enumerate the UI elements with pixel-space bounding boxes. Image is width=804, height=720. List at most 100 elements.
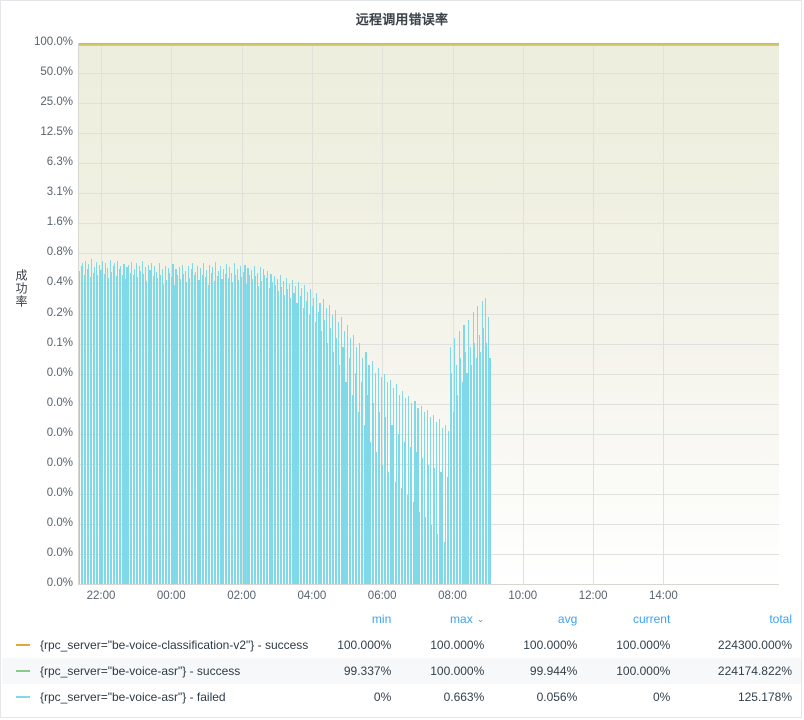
- bar: [264, 275, 266, 584]
- bar: [471, 364, 473, 584]
- legend-header-total[interactable]: total: [769, 612, 792, 626]
- bar: [82, 263, 84, 584]
- gridline-horizontal: [79, 374, 779, 375]
- legend-series-name-cell[interactable]: {rpc_server="be-voice-asr"} - success: [2, 658, 319, 684]
- y-axis-tick-label: 0.0%: [46, 546, 73, 559]
- bar: [419, 512, 421, 584]
- x-axis-tick-label: 08:00: [438, 590, 467, 602]
- gridline-vertical: [522, 43, 524, 584]
- bar: [101, 260, 104, 584]
- legend-series-name-cell[interactable]: {rpc_server="be-voice-asr"} - failed: [2, 684, 318, 710]
- y-axis-tick-label: 0.2%: [46, 306, 73, 319]
- bar: [429, 416, 431, 584]
- bar: [163, 283, 165, 584]
- bar: [238, 280, 240, 584]
- bar: [353, 334, 355, 584]
- legend-series-name-cell[interactable]: {rpc_server="be-voice-classification-v2"…: [2, 632, 318, 658]
- bar: [144, 267, 146, 584]
- gridline-vertical: [452, 43, 454, 584]
- bar: [339, 364, 341, 584]
- bar: [389, 380, 391, 584]
- bar: [138, 265, 140, 584]
- bar: [305, 301, 307, 584]
- y-axis-tick-label: 0.0%: [46, 456, 73, 469]
- legend-min-value: 99.337%: [318, 658, 402, 684]
- bar: [155, 271, 157, 584]
- bar: [287, 289, 289, 584]
- y-axis-tick-label: 25.0%: [40, 96, 73, 109]
- bar: [95, 262, 97, 584]
- bar: [405, 397, 407, 584]
- bar: [273, 276, 275, 584]
- legend-min-value: 0%: [373, 690, 392, 704]
- bar: [88, 264, 90, 584]
- bar: [128, 264, 130, 584]
- bar: [432, 414, 434, 584]
- bar: [415, 452, 418, 584]
- bar: [115, 276, 117, 584]
- bar: [167, 267, 169, 584]
- bar: [477, 306, 479, 584]
- bar: [192, 263, 194, 584]
- legend-header-avg[interactable]: avg: [557, 612, 578, 626]
- bar: [325, 308, 327, 584]
- gridline-horizontal: [79, 253, 779, 254]
- legend-header-max[interactable]: max ⌄: [401, 608, 494, 632]
- bar: [455, 364, 457, 584]
- page-title: 远程调用错误率: [355, 12, 449, 27]
- bar: [425, 516, 427, 584]
- bar: [301, 288, 303, 584]
- legend-avg-value: 0.056%: [536, 690, 578, 704]
- bar: [458, 331, 460, 584]
- bar: [382, 464, 384, 584]
- bar: [371, 361, 373, 584]
- bar: [178, 267, 180, 584]
- bar: [320, 331, 323, 584]
- bar: [331, 314, 333, 584]
- bar: [475, 358, 477, 584]
- bar: [334, 310, 336, 584]
- bar: [484, 297, 486, 584]
- gridline-horizontal: [79, 73, 779, 74]
- bar: [173, 284, 176, 584]
- bar: [278, 290, 280, 584]
- bar: [314, 322, 316, 584]
- legend-header-max-label: max: [450, 612, 473, 626]
- bar: [307, 292, 309, 584]
- bar: [112, 265, 114, 584]
- bar: [386, 382, 388, 584]
- x-axis-tick-label: 22:00: [86, 590, 116, 602]
- bar: [193, 275, 195, 584]
- bar: [242, 271, 244, 584]
- x-axis-tick-label: 14:00: [649, 590, 678, 602]
- bar: [143, 273, 145, 584]
- y-axis-tick-label: 0.0%: [46, 366, 73, 379]
- bar: [250, 270, 252, 584]
- legend-header-current[interactable]: current: [632, 612, 671, 626]
- bar: [268, 288, 270, 584]
- bar: [267, 271, 269, 584]
- legend-row[interactable]: {rpc_server="be-voice-asr"} - success 99.…: [2, 658, 801, 684]
- y-axis-tick-label: 0.1%: [46, 336, 73, 349]
- legend-current-value: 0%: [652, 690, 671, 704]
- bar: [80, 266, 82, 584]
- legend-total-value: 224300.000%: [717, 638, 792, 652]
- gridline-horizontal: [79, 404, 779, 405]
- bar: [265, 278, 267, 584]
- bar: [363, 424, 365, 584]
- bar: [201, 274, 203, 584]
- y-axis-tick-label: 0.4%: [46, 276, 73, 289]
- legend-header-min[interactable]: min: [371, 612, 392, 626]
- legend-row[interactable]: {rpc_server="be-voice-classification-v2"…: [2, 632, 801, 658]
- x-axis-tick-label: 04:00: [297, 590, 327, 602]
- legend-header-series: [2, 608, 318, 632]
- bar: [440, 472, 442, 584]
- bar: [157, 278, 159, 584]
- bar: [417, 408, 419, 584]
- x-axis-tick-label: 02:00: [227, 590, 256, 602]
- gridline-horizontal: [79, 193, 779, 194]
- legend-row[interactable]: {rpc_server="be-voice-asr"} - failed 0% 0.…: [2, 684, 801, 710]
- bar: [317, 312, 320, 584]
- bar: [435, 422, 437, 584]
- bar: [256, 272, 258, 584]
